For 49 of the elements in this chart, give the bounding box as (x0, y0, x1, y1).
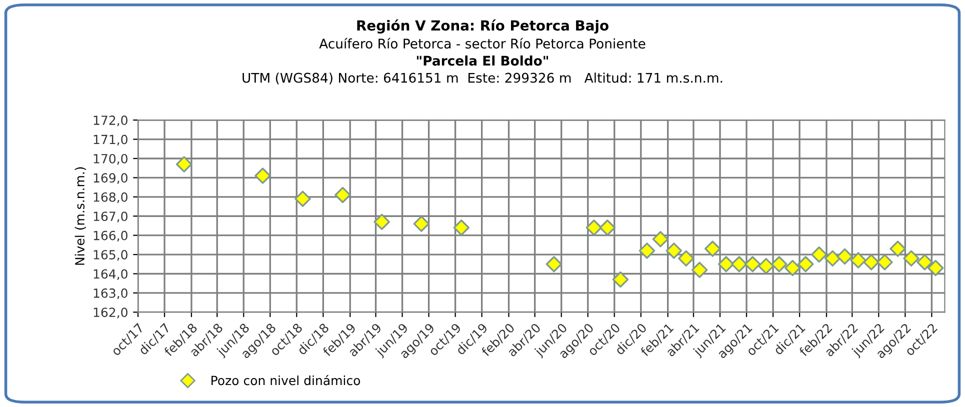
y-tick-label: 170,0 (94, 154, 128, 165)
y-tick-label: 163,0 (94, 288, 128, 300)
point (586, 220, 602, 236)
point (863, 254, 880, 270)
point (176, 156, 192, 172)
point (599, 220, 616, 236)
point (453, 220, 470, 236)
y-tick-label: 164,0 (94, 269, 128, 280)
y-tick-label: 167,0 (94, 212, 128, 222)
point (811, 246, 828, 263)
y-tick-label: 169,0 (94, 173, 128, 184)
chart-title: Región V Zona: Río Petorca Bajo (357, 19, 608, 34)
point (294, 190, 311, 207)
point (612, 271, 629, 288)
point (916, 254, 933, 270)
y-tick-label: 165,0 (94, 250, 128, 261)
point (744, 256, 761, 272)
point (254, 168, 271, 184)
point (850, 252, 866, 268)
point (890, 240, 906, 257)
point (666, 242, 682, 259)
point (718, 256, 734, 272)
legend-label: Pozo con nivel dinámico (212, 375, 360, 386)
point (691, 262, 708, 278)
point (784, 260, 801, 276)
y-axis-title: Nivel (m.s.n.m.) (74, 167, 86, 265)
point (824, 250, 841, 266)
y-tick-label: 166,0 (94, 230, 128, 242)
point (334, 186, 351, 204)
point (678, 250, 694, 266)
chart-subtitle: Acuífero Río Petorca - sector Río Petorca Poniente "Parcela El Boldo" UTM (WGS84) Norte: 6416151 m Este: 299326 m Altitud: 171 m.s.n.m. (242, 38, 722, 84)
point (704, 240, 721, 257)
point (927, 260, 944, 276)
point (876, 254, 893, 270)
point (903, 250, 920, 266)
y-tick-label: 171,0 (94, 134, 128, 146)
y-tick-label: 162,0 (94, 308, 128, 318)
point (771, 256, 788, 272)
point (798, 256, 814, 272)
y-tick-label: 168,0 (94, 192, 128, 204)
point (836, 248, 853, 265)
point (652, 231, 669, 248)
point (546, 256, 562, 272)
y-tick-label: 172,0 (94, 116, 128, 126)
point (413, 216, 430, 232)
point (374, 214, 390, 230)
point (758, 258, 774, 274)
point (731, 256, 748, 272)
point (638, 242, 656, 259)
